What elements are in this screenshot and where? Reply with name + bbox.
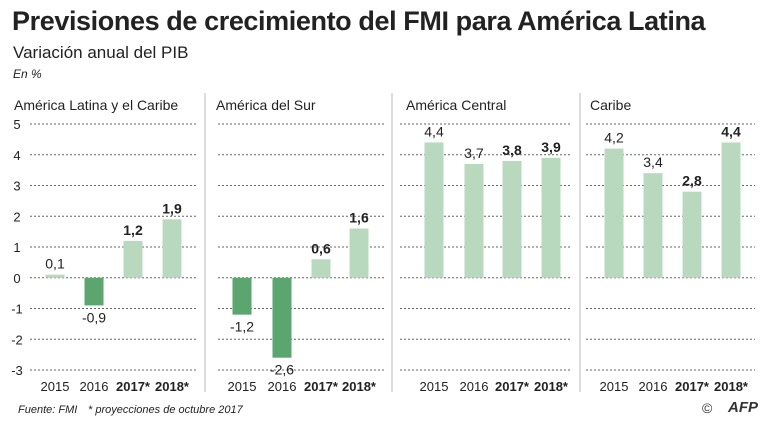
y-tick-label: 5 <box>13 117 20 132</box>
bar <box>502 160 522 278</box>
data-label: 1,9 <box>162 200 182 216</box>
x-tick-label: 2016 <box>80 379 109 394</box>
y-tick-label: -2 <box>11 332 23 347</box>
bar <box>464 163 484 278</box>
bar <box>721 142 741 278</box>
data-label: 0,6 <box>311 240 331 256</box>
afp-logo: AFP <box>728 399 758 416</box>
bar <box>349 228 369 278</box>
data-label: -2,6 <box>270 362 294 378</box>
data-label: 3,9 <box>541 139 561 155</box>
unit-label: En % <box>13 67 42 81</box>
bar <box>682 191 702 278</box>
bar <box>604 148 624 278</box>
panel-title: América Latina y el Caribe <box>14 97 178 113</box>
panel-title: América del Sur <box>216 97 316 113</box>
x-tick-label: 2017* <box>116 379 151 394</box>
copyright-icon: © <box>702 400 713 416</box>
data-label: 3,8 <box>502 142 522 158</box>
panel-title: América Central <box>406 97 506 113</box>
bar <box>541 157 561 278</box>
data-label: 0,1 <box>45 256 65 272</box>
y-tick-label: -1 <box>11 302 23 317</box>
x-tick-label: 2015 <box>228 379 257 394</box>
x-tick-label: 2018* <box>342 379 377 394</box>
x-tick-label: 2018* <box>714 379 749 394</box>
x-tick-label: 2016 <box>639 379 668 394</box>
data-label: 3,7 <box>464 145 484 161</box>
y-tick-label: 1 <box>13 240 20 255</box>
data-label: 4,2 <box>604 130 624 146</box>
data-label: 4,4 <box>424 123 444 139</box>
source-note: Fuente: FMI <box>18 404 78 416</box>
bar <box>123 240 143 278</box>
chart-title: Previsiones de crecimiento del FMI para … <box>12 6 706 36</box>
projection-note: * proyecciones de octubre 2017 <box>88 404 243 416</box>
data-label: 4,4 <box>721 123 741 139</box>
bar <box>45 274 65 278</box>
x-tick-label: 2017* <box>304 379 339 394</box>
x-tick-label: 2015 <box>600 379 629 394</box>
x-tick-label: 2017* <box>495 379 530 394</box>
bar <box>643 173 663 278</box>
data-label: 2,8 <box>682 173 702 189</box>
y-tick-label: 0 <box>13 271 20 286</box>
x-tick-label: 2018* <box>534 379 569 394</box>
x-tick-label: 2016 <box>460 379 489 394</box>
data-label: 1,2 <box>123 222 143 238</box>
data-label: 3,4 <box>643 154 663 170</box>
y-tick-label: 3 <box>13 179 20 194</box>
bar <box>424 142 444 278</box>
data-label: -1,2 <box>230 319 254 335</box>
x-tick-label: 2017* <box>675 379 710 394</box>
bar <box>232 277 252 315</box>
x-tick-label: 2015 <box>41 379 70 394</box>
x-tick-label: 2016 <box>268 379 297 394</box>
y-tick-label: -3 <box>11 363 23 378</box>
bar <box>272 277 292 358</box>
bar <box>311 259 331 278</box>
panel-title: Caribe <box>590 97 631 113</box>
data-label: -0,9 <box>82 309 106 325</box>
bar <box>84 277 104 306</box>
chart-subtitle: Variación anual del PIB <box>13 43 189 62</box>
y-tick-label: 4 <box>13 148 20 163</box>
bar <box>162 219 182 278</box>
x-tick-label: 2015 <box>420 379 449 394</box>
x-tick-label: 2018* <box>155 379 190 394</box>
data-label: 1,6 <box>349 210 369 226</box>
y-tick-label: 2 <box>13 209 20 224</box>
